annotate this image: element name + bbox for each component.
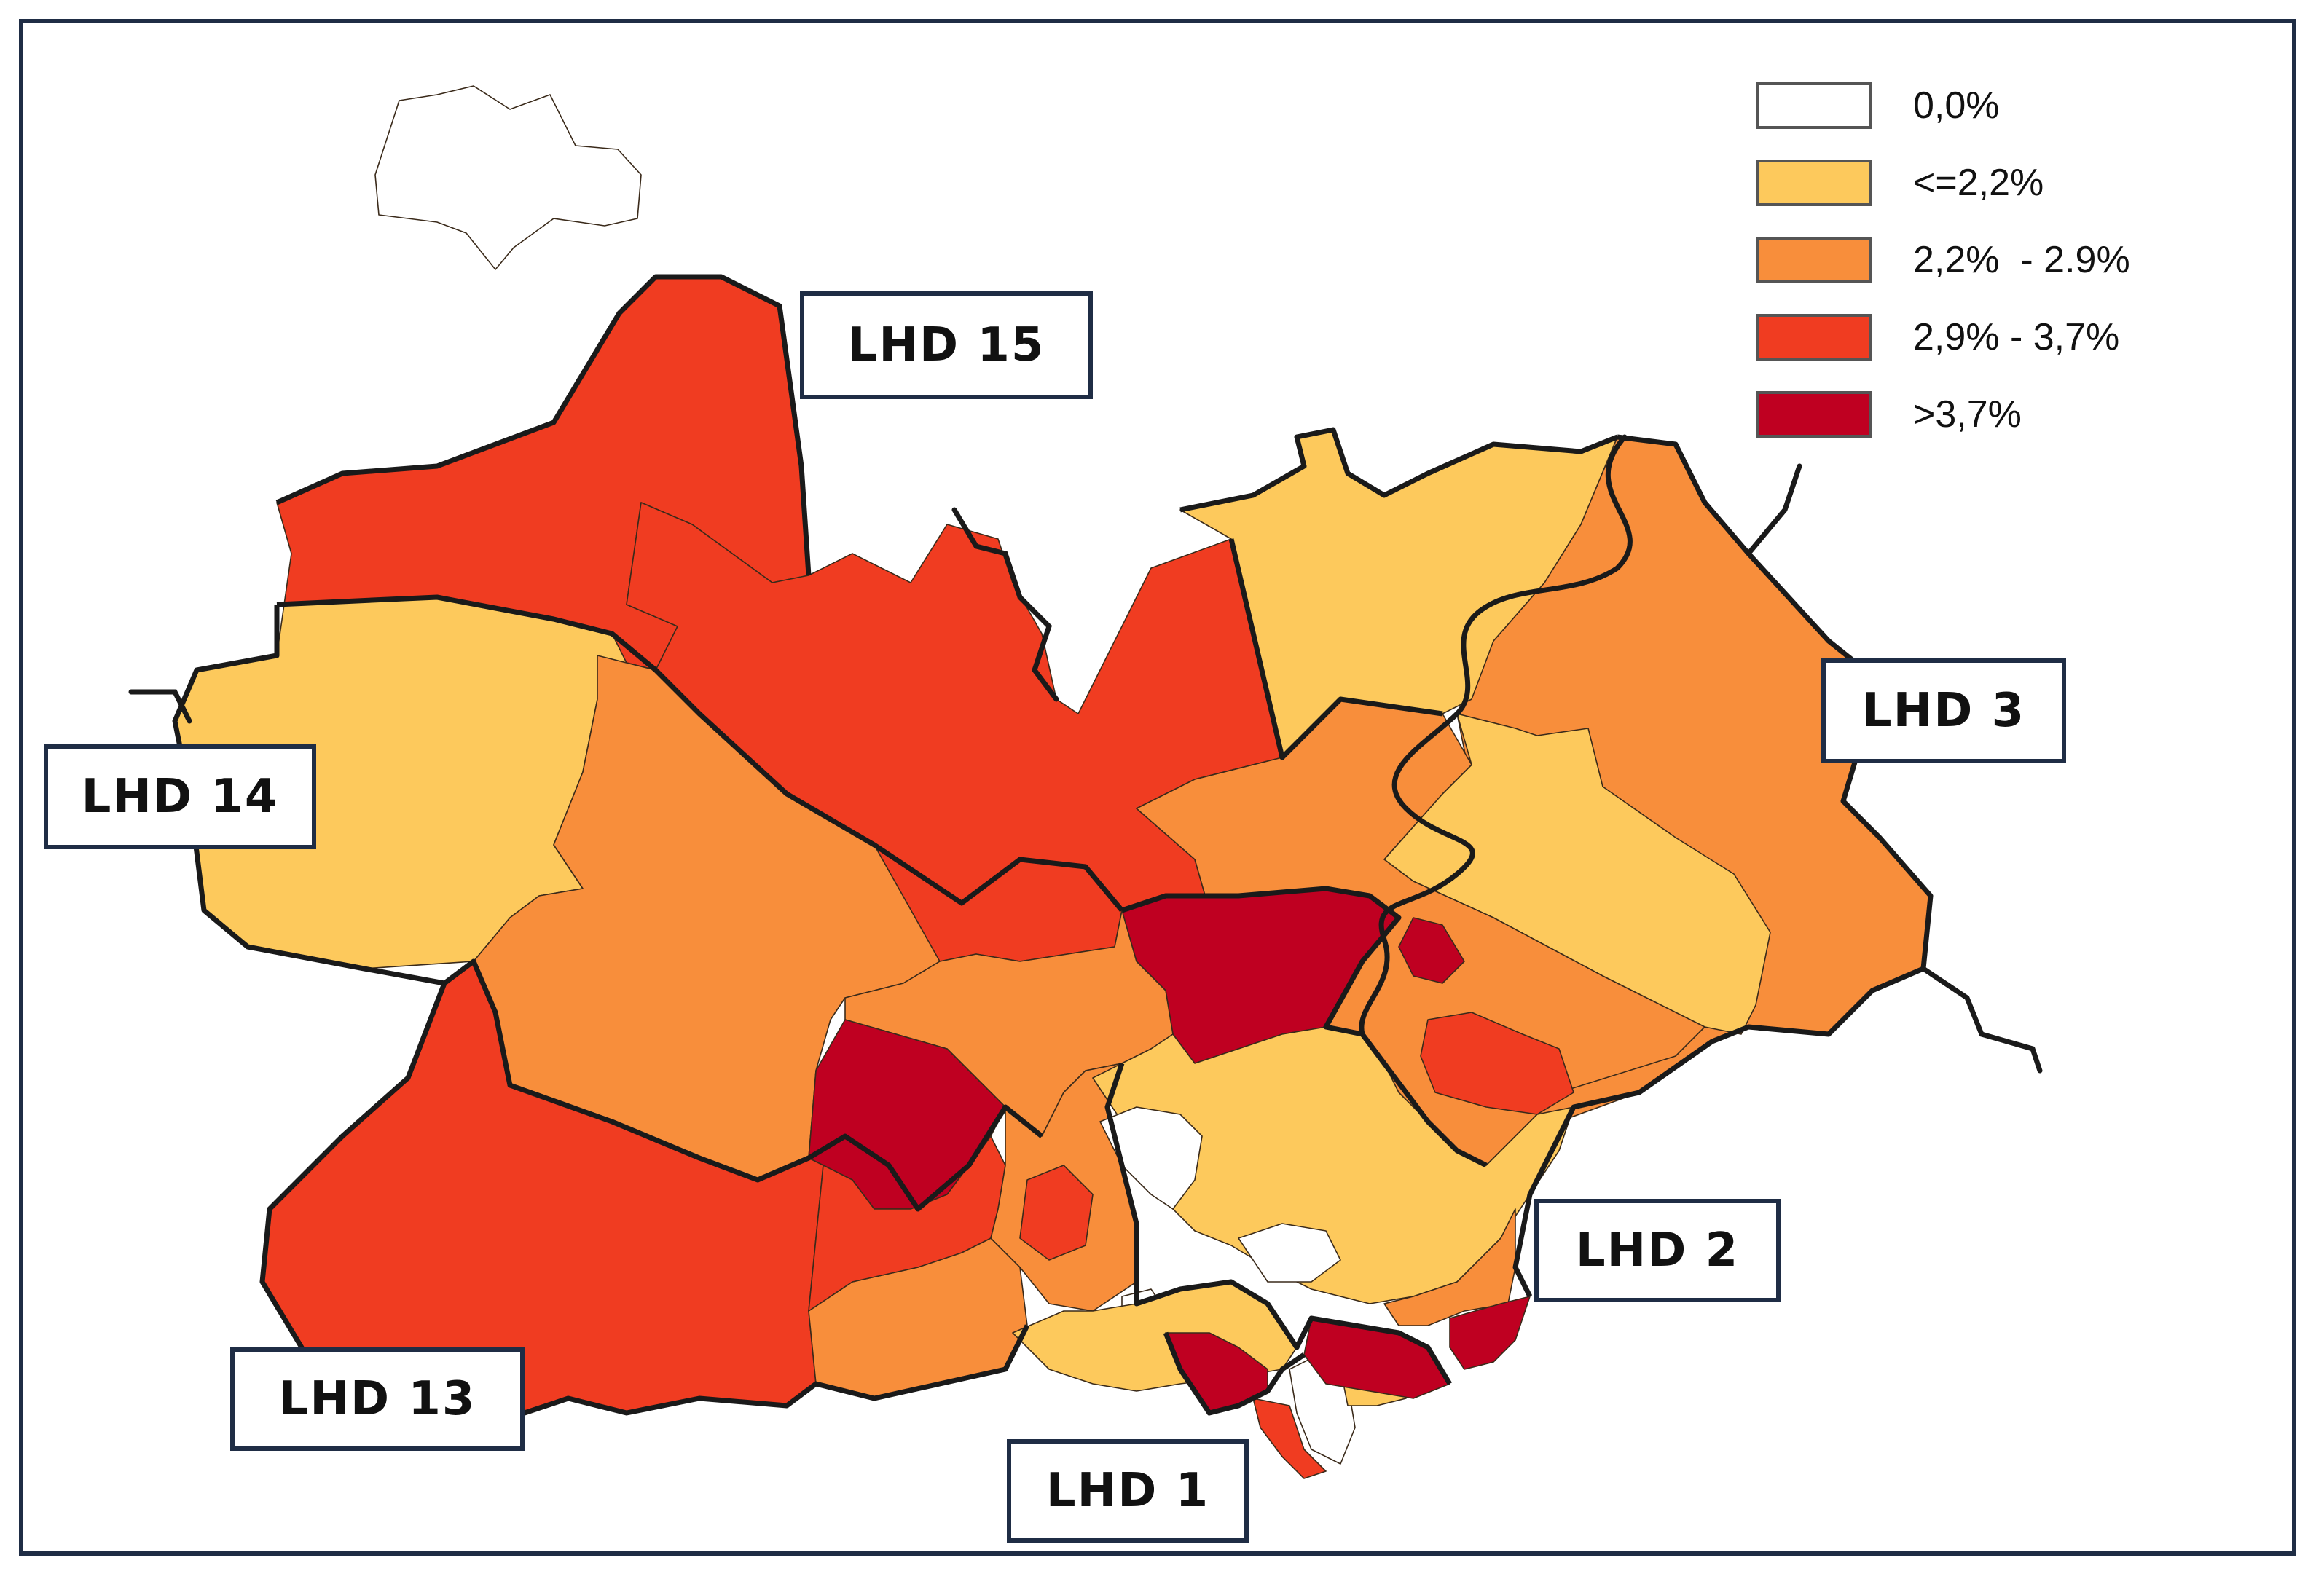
river-tail-west: [128, 689, 192, 724]
river-inlet: [951, 507, 1059, 702]
river-tail-east: [1920, 966, 2043, 1074]
lhd15-label[interactable]: LHD 15: [800, 291, 1093, 399]
region-red-east-center[interactable]: [1420, 1012, 1574, 1115]
region-yellow-cluster[interactable]: [1092, 1026, 1574, 1304]
region-red-south-finger[interactable]: [1252, 1398, 1327, 1479]
river-line: [1359, 434, 1633, 1037]
lhd1-label[interactable]: LHD 1: [1007, 1439, 1249, 1543]
lhd-boundary-14-15: [276, 594, 1124, 913]
legend-swatch-3: [1756, 314, 1872, 361]
legend-label-1: <=2,2%: [1913, 162, 2044, 204]
region-dark-red-small-east[interactable]: [1398, 917, 1465, 984]
lhd2-label[interactable]: LHD 2: [1534, 1199, 1781, 1302]
lhd-boundary: [275, 274, 812, 576]
legend-swatch-4: [1756, 391, 1872, 438]
legend-label-4: >3,7%: [1913, 393, 2022, 436]
lhd13-label[interactable]: LHD 13: [230, 1347, 525, 1451]
region-white-central-west[interactable]: [1099, 1106, 1203, 1210]
legend-item-3: 2,9% - 3,7%: [1756, 299, 2130, 376]
region-white-central[interactable]: [1238, 1223, 1341, 1283]
lhd3-label[interactable]: LHD 3: [1821, 658, 2066, 763]
lhd-boundary-south-tip: [1163, 1331, 1306, 1416]
legend-item-0: 0,0%: [1756, 67, 2130, 144]
lhd-boundary-central: [1120, 886, 1488, 1168]
lhd-boundary-13-14: [442, 958, 1044, 1212]
map-legend: 0,0% <=2,2% 2,2% - 2.9% 2,9% - 3,7% >3,7…: [1756, 67, 2130, 453]
legend-item-1: <=2,2%: [1756, 144, 2130, 221]
region-dark-red-lhd2[interactable]: [1449, 1296, 1531, 1370]
legend-label-2: 2,2% - 2.9%: [1913, 239, 2130, 281]
legend-item-2: 2,2% - 2.9%: [1756, 221, 2130, 299]
lhd-boundary-3-outer: [1512, 434, 1934, 1298]
region-north-islet[interactable]: [374, 85, 642, 270]
lhd-boundary-south: [1104, 1062, 1453, 1385]
legend-label-0: 0,0%: [1913, 84, 2000, 127]
lhd-boundary-13-outer: [259, 982, 1030, 1416]
lhd14-label[interactable]: LHD 14: [44, 744, 316, 849]
lhd-boundary-3-north: [1179, 427, 1619, 513]
legend-item-4: >3,7%: [1756, 376, 2130, 453]
legend-label-3: 2,9% - 3,7%: [1913, 316, 2120, 358]
legend-swatch-2: [1756, 237, 1872, 283]
region-central-red-patch[interactable]: [1019, 1165, 1094, 1261]
legend-swatch-1: [1756, 160, 1872, 206]
lhd-boundary-east-river: [1228, 538, 1443, 760]
river-tail-ne: [1746, 463, 1802, 556]
legend-swatch-0: [1756, 82, 1872, 129]
